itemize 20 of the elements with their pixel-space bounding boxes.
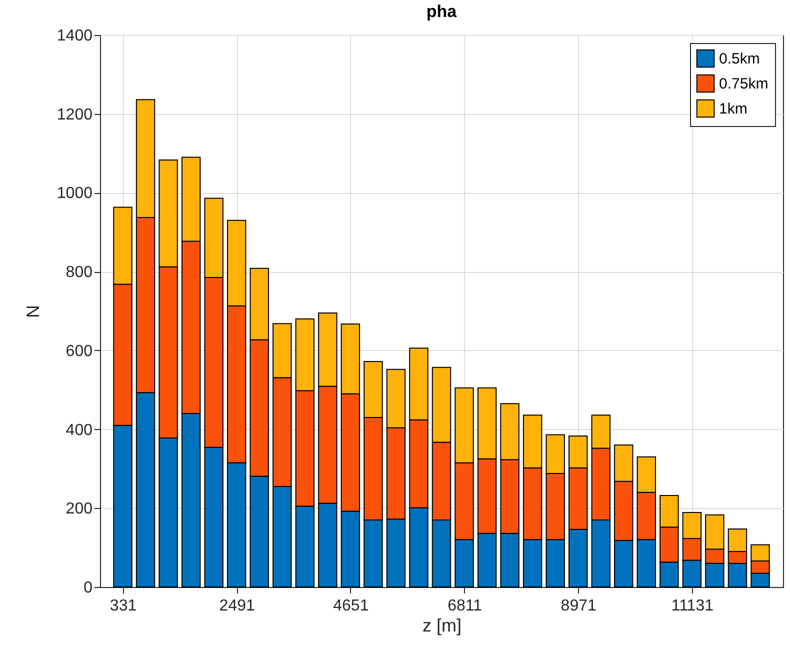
x-tick-label: 11131 xyxy=(671,598,714,614)
y-tick-label: 1400 xyxy=(56,28,93,44)
x-tick-label: 8971 xyxy=(560,598,596,614)
x-tick-label: 2491 xyxy=(219,598,255,614)
y-tick-label: 200 xyxy=(66,500,93,518)
y-tick-label: 0 xyxy=(84,580,93,596)
legend-label: 1km xyxy=(719,100,748,118)
y-tick-label: 800 xyxy=(66,264,93,282)
legend-label: 0.5km xyxy=(719,50,760,68)
chart-title: pha xyxy=(426,2,458,21)
legend-label: 0.75km xyxy=(719,76,768,92)
y-tick-label: 600 xyxy=(66,342,93,360)
x-tick-label: 4651 xyxy=(333,598,369,614)
y-tick-label: 1000 xyxy=(56,185,93,202)
y-axis-title: N xyxy=(22,305,43,318)
x-tick-label: 331 xyxy=(110,598,137,614)
x-tick-label: 6811 xyxy=(448,598,482,614)
y-tick-label: 1200 xyxy=(56,106,93,124)
y-tick-label: 400 xyxy=(66,422,93,439)
x-axis-title: z [m] xyxy=(422,616,462,636)
